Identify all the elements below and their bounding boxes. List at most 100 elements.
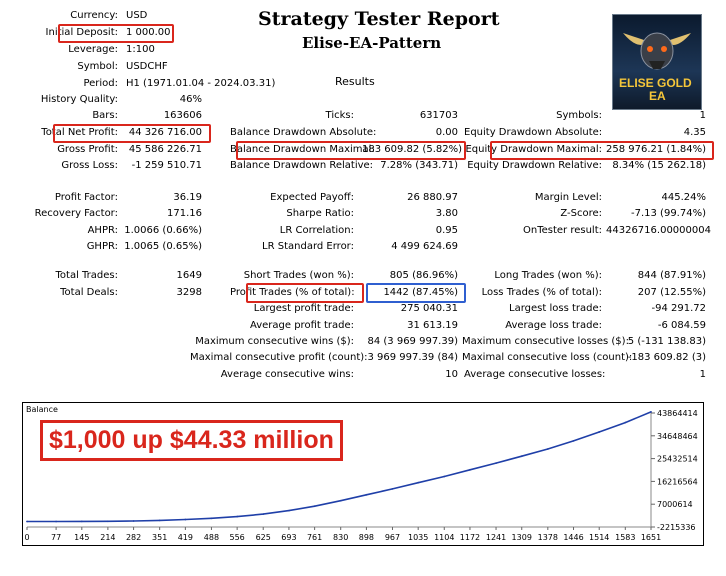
largest-profit-value: 275 040.31 (400, 303, 458, 314)
max-consec-losses-value: 5 (-131 138.83) (627, 336, 706, 347)
gross-profit-value: 45 586 226.71 (128, 144, 202, 155)
x-tick-label: 761 (307, 533, 322, 542)
largest-loss-label: Largest loss trade: (509, 303, 602, 314)
gross-loss-value: -1 259 510.71 (131, 160, 202, 171)
maximal-consec-profit-label: Maximal consecutive profit (count): (190, 352, 368, 363)
lr-correlation-label: LR Correlation: (279, 225, 354, 236)
x-tick-label: 1241 (486, 533, 506, 542)
x-tick-label: 556 (230, 533, 245, 542)
balance-dd-max-highlight (236, 141, 466, 160)
x-tick-label: 693 (281, 533, 296, 542)
avg-consec-losses-value: 1 (699, 369, 706, 380)
x-tick-label: 77 (51, 533, 61, 542)
equity-dd-max-label: Equity Drawdown Maximal: (465, 144, 602, 155)
logo-text-line1: ELISE GOLD (619, 76, 692, 90)
avg-loss-value: -6 084.59 (657, 320, 706, 331)
balance-dd-abs-value: 0.00 (435, 127, 458, 138)
profit-factor-label: Profit Factor: (54, 192, 118, 203)
logo-text-line2: EA (649, 89, 666, 103)
profit-callout: $1,000 up $44.33 million (40, 420, 343, 461)
ea-logo: ELISE GOLD EA (612, 14, 702, 110)
expected-payoff-value: 26 880.97 (407, 192, 458, 203)
x-tick-label: 1583 (615, 533, 635, 542)
x-tick-label: 1104 (434, 533, 454, 542)
x-tick-label: 625 (256, 533, 271, 542)
balance-point (132, 520, 135, 522)
balance-point (210, 517, 213, 520)
gross-loss-label: Gross Loss: (61, 160, 118, 171)
bars-label: Bars: (92, 110, 118, 121)
loss-trades-value: 207 (12.55%) (637, 287, 706, 298)
x-tick-label: 1378 (538, 533, 558, 542)
equity-dd-rel-value: 8.34% (15 262.18) (612, 160, 706, 171)
margin-level-label: Margin Level: (534, 192, 602, 203)
sharpe-ratio-label: Sharpe Ratio: (286, 208, 354, 219)
bars-value: 163606 (163, 110, 202, 121)
lr-correlation-value: 0.95 (435, 225, 458, 236)
x-tick-label: 0 (24, 533, 29, 542)
balance-point (417, 481, 420, 484)
equity-dd-abs-value: 4.35 (683, 127, 706, 138)
history-quality-label: History Quality: (40, 94, 118, 105)
x-tick-label: 282 (126, 533, 141, 542)
x-tick-label: 830 (333, 533, 348, 542)
symbols-value: 1 (699, 110, 706, 121)
lr-std-error-label: LR Standard Error: (262, 241, 354, 252)
short-trades-value: 805 (86.96%) (389, 270, 458, 281)
period-label: Period: (83, 78, 118, 89)
balance-point (313, 505, 316, 508)
x-tick-label: 1309 (512, 533, 532, 542)
equity-dd-max-value: 258 976.21 (1.84%) (606, 144, 707, 155)
x-tick-label: 967 (385, 533, 400, 542)
balance-point (262, 513, 265, 515)
y-tick-label: 34648464 (657, 432, 698, 441)
lr-std-error-value: 4 499 624.69 (391, 241, 458, 252)
margin-level-value: 445.24% (661, 192, 707, 203)
balance-point (650, 410, 652, 413)
symbol-label: Symbol: (77, 61, 118, 72)
maximal-consec-loss-label: Maximal consecutive loss (count): (462, 352, 633, 363)
balance-dd-abs-label: Balance Drawdown Absolute: (230, 127, 377, 138)
x-tick-label: 214 (100, 533, 115, 542)
profit-trades-highlight (246, 283, 364, 303)
long-trades-label: Long Trades (won %): (494, 270, 602, 281)
loss-trades-label: Loss Trades (% of total): (481, 287, 602, 298)
avg-profit-label: Average profit trade: (249, 320, 354, 331)
y-tick-label: 25432514 (657, 455, 698, 464)
long-trades-value: 844 (87.91%) (637, 270, 706, 281)
max-consec-wins-value: 84 (3 969 997.39) (367, 336, 458, 347)
x-tick-label: 1172 (460, 533, 480, 542)
x-tick-label: 1446 (563, 533, 583, 542)
equity-dd-abs-label: Equity Drawdown Absolute: (464, 127, 603, 138)
ontester-value: 44326716.00000004 (606, 225, 711, 236)
recovery-factor-value: 171.16 (167, 208, 202, 219)
max-consec-wins-label: Maximum consecutive wins ($): (195, 336, 354, 347)
total-trades-label: Total Trades: (55, 270, 119, 281)
report-title: Strategy Tester Report (258, 8, 500, 30)
balance-point (598, 431, 601, 433)
history-quality-value: 46% (179, 94, 202, 105)
balance-point (624, 421, 627, 424)
x-tick-label: 419 (178, 533, 193, 542)
y-tick-label: 16216564 (657, 477, 698, 486)
balance-chart-svg: Balance 43864414 34648464 25432514 16216564 7… (24, 405, 698, 542)
gross-profit-label: Gross Profit: (57, 144, 118, 155)
total-net-profit-value: 44 326 716.00 (128, 127, 202, 138)
z-score-label: Z-Score: (560, 208, 602, 219)
balance-dd-rel-value: 7.28% (343.71) (380, 160, 458, 171)
maximal-consec-loss-value: -183 609.82 (3) (627, 352, 706, 363)
bull-skull-icon (623, 32, 691, 70)
leverage-value: 1:100 (126, 44, 155, 55)
x-tick-label: 1651 (641, 533, 661, 542)
x-tick-label: 145 (74, 533, 89, 542)
balance-point (55, 520, 58, 523)
report-subtitle: Elise-EA-Pattern (302, 34, 442, 52)
total-net-profit-label: Total Net Profit: (41, 127, 118, 138)
equity-dd-rel-label: Equity Drawdown Relative: (467, 160, 602, 171)
avg-loss-label: Average loss trade: (505, 320, 602, 331)
equity-dd-max-highlight (490, 141, 714, 160)
y-tick-label: 7000614 (657, 500, 693, 509)
avg-profit-value: 31 613.19 (407, 320, 458, 331)
max-consec-losses-label: Maximum consecutive losses ($): (462, 336, 629, 347)
symbols-label: Symbols: (556, 110, 602, 121)
